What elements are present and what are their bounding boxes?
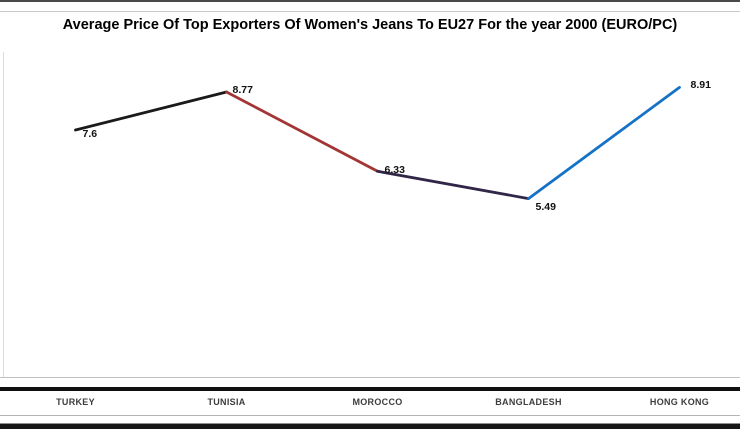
line-segment <box>376 169 530 200</box>
line-segment <box>74 90 228 132</box>
plot-left-border <box>3 52 4 377</box>
data-label: 8.77 <box>232 83 253 96</box>
category-label-bangladesh: BANGLADESH <box>495 397 562 407</box>
footer-divider <box>0 415 740 416</box>
data-label: 6.33 <box>384 164 405 177</box>
bottom-window-border <box>0 423 740 429</box>
line-segment <box>225 90 379 173</box>
category-label-turkey: TURKEY <box>56 397 95 407</box>
category-label-hong-kong: HONG KONG <box>649 397 710 407</box>
data-label: 8.91 <box>690 79 711 92</box>
category-label-tunisia: TUNISIA <box>207 397 246 407</box>
chart-title: Average Price Of Top Exporters Of Women'… <box>62 17 678 33</box>
line-segment <box>527 86 681 200</box>
header-divider <box>0 11 740 12</box>
category-axis-line <box>0 377 740 378</box>
axis-divider-thick <box>0 387 740 391</box>
data-label: 5.49 <box>535 200 556 213</box>
data-label: 7.6 <box>82 128 98 140</box>
category-label-morocco: MOROCCO <box>352 397 403 407</box>
top-window-border <box>0 0 740 2</box>
